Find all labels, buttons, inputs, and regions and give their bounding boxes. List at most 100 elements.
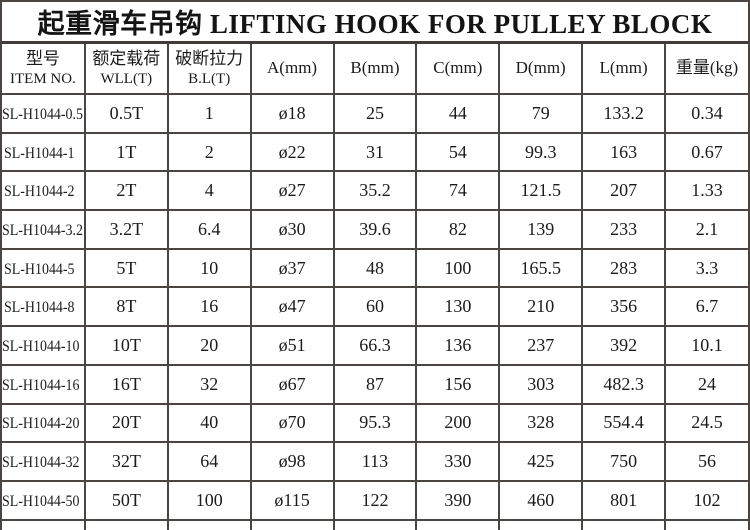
item-no-text: SL-H1044-2 [3,183,75,201]
cell-d: 237 [499,326,584,366]
cell-l: 356 [582,287,666,328]
cell-a: ø98 [250,442,335,482]
item-no-text: SL-H1044-0.5 [2,105,83,123]
cell-item-no: SL-H1044-32 [2,442,86,482]
partial-cell [84,519,169,530]
item-no-text: SL-H1044-20 [2,415,80,433]
partial-cell [250,519,335,530]
cell-wll: 32T [84,442,169,482]
col-header-a: A(mm) [250,44,335,95]
table-row: SL-H1044-16 16T 32 ø67 87 156 303 482.3 … [2,364,748,405]
cell-a: ø47 [250,287,335,328]
cell-d: 460 [499,480,584,521]
partial-cell [582,519,666,530]
item-no-text: SL-H1044-10 [2,337,80,355]
cell-weight: 24.5 [665,403,748,444]
cell-weight: 102 [665,480,748,521]
col-header-bl: 破断拉力 B.L(T) [167,44,252,95]
cell-d: 99.3 [499,132,584,173]
cell-l: 750 [582,442,666,482]
cell-c: 74 [416,171,501,212]
table-row: SL-H1044-32 32T 64 ø98 113 330 425 750 5… [2,442,748,482]
col-header-item-no-en: ITEM NO. [10,70,76,87]
cell-weight: 10.1 [665,326,748,366]
cell-item-no: SL-H1044-8 [2,287,86,328]
cell-wll: 0.5T [84,94,169,134]
col-header-item-no-zh: 型号 [25,48,60,68]
cell-l: 207 [582,171,666,212]
cell-c: 136 [416,326,501,366]
cell-b: 113 [333,442,418,482]
partial-cell [2,519,86,530]
cell-b: 95.3 [333,403,418,444]
cell-item-no: SL-H1044-20 [2,403,86,444]
cell-l: 233 [582,210,666,250]
item-no-text: SL-H1044-32 [2,454,80,472]
cell-weight: 1.33 [665,171,748,212]
cell-bl: 40 [167,403,252,444]
cell-a: ø37 [250,248,335,289]
cell-bl: 20 [167,326,252,366]
table-header: 型号 ITEM NO. 额定载荷 WLL(T) 破断拉力 B.L(T) A(mm… [2,44,748,95]
cell-bl: 16 [167,287,252,328]
cell-c: 44 [416,94,501,134]
table-row: SL-H1044-20 20T 40 ø70 95.3 200 328 554.… [2,403,748,444]
table-row: SL-H1044-2 2T 4 ø27 35.2 74 121.5 207 1.… [2,171,748,212]
cell-d: 79 [499,94,584,134]
cell-wll: 8T [84,287,169,328]
table-row: SL-H1044-0.5 0.5T 1 ø18 25 44 79 133.2 0… [2,94,748,134]
cell-c: 156 [416,364,501,405]
cell-a: ø27 [250,171,335,212]
cell-d: 139 [499,210,584,250]
cell-b: 25 [333,94,418,134]
cell-a: ø70 [250,403,335,444]
spec-table: 型号 ITEM NO. 额定载荷 WLL(T) 破断拉力 B.L(T) A(mm… [2,44,748,530]
cell-item-no: SL-H1044-5 [2,248,86,289]
col-header-l: L(mm) [582,44,666,95]
col-header-wll: 额定载荷 WLL(T) [84,44,169,95]
partial-cell [665,520,748,530]
cell-bl: 1 [167,94,252,134]
cell-c: 100 [416,248,501,289]
col-header-item-no: 型号 ITEM NO. [2,44,86,95]
table-row: SL-H1044-1 1T 2 ø22 31 54 99.3 163 0.67 [2,132,748,173]
table-row: SL-H1044-50 50T 100 ø115 122 390 460 801… [2,480,748,521]
cell-a: ø30 [250,210,335,250]
cell-item-no: SL-H1044-50 [2,480,86,521]
cell-b: 87 [333,364,418,405]
cell-c: 54 [416,132,501,173]
partial-next-row [2,519,748,530]
item-no-text: SL-H1044-1 [3,144,75,162]
cell-bl: 10 [167,248,252,289]
cell-bl: 100 [167,480,252,521]
cell-d: 121.5 [499,171,584,212]
cell-weight: 0.67 [665,132,748,173]
cell-bl: 2 [167,132,252,173]
cell-b: 66.3 [333,326,418,366]
cell-item-no: SL-H1044-2 [2,171,86,212]
cell-c: 330 [416,442,501,482]
cell-weight: 56 [665,442,748,482]
cell-item-no: SL-H1044-1 [2,132,86,173]
cell-a: ø22 [250,132,335,173]
cell-weight: 2.1 [665,210,748,250]
cell-wll: 2T [84,171,169,212]
cell-item-no: SL-H1044-10 [2,326,86,366]
cell-item-no: SL-H1044-16 [2,364,86,405]
col-header-weight: 重量(kg) [665,44,748,95]
cell-bl: 6.4 [167,210,252,250]
cell-b: 48 [333,248,418,289]
cell-c: 200 [416,403,501,444]
cell-wll: 20T [84,403,169,444]
cell-l: 133.2 [582,94,666,134]
cell-l: 283 [582,248,666,289]
cell-item-no: SL-H1044-0.5 [2,94,86,134]
cell-d: 165.5 [499,248,584,289]
cell-bl: 4 [167,171,252,212]
cell-wll: 10T [84,326,169,366]
cell-d: 425 [499,442,584,482]
cell-l: 554.4 [582,403,666,444]
cell-bl: 64 [167,442,252,482]
col-header-wll-zh: 额定载荷 [92,48,161,68]
col-header-b: B(mm) [333,44,418,95]
